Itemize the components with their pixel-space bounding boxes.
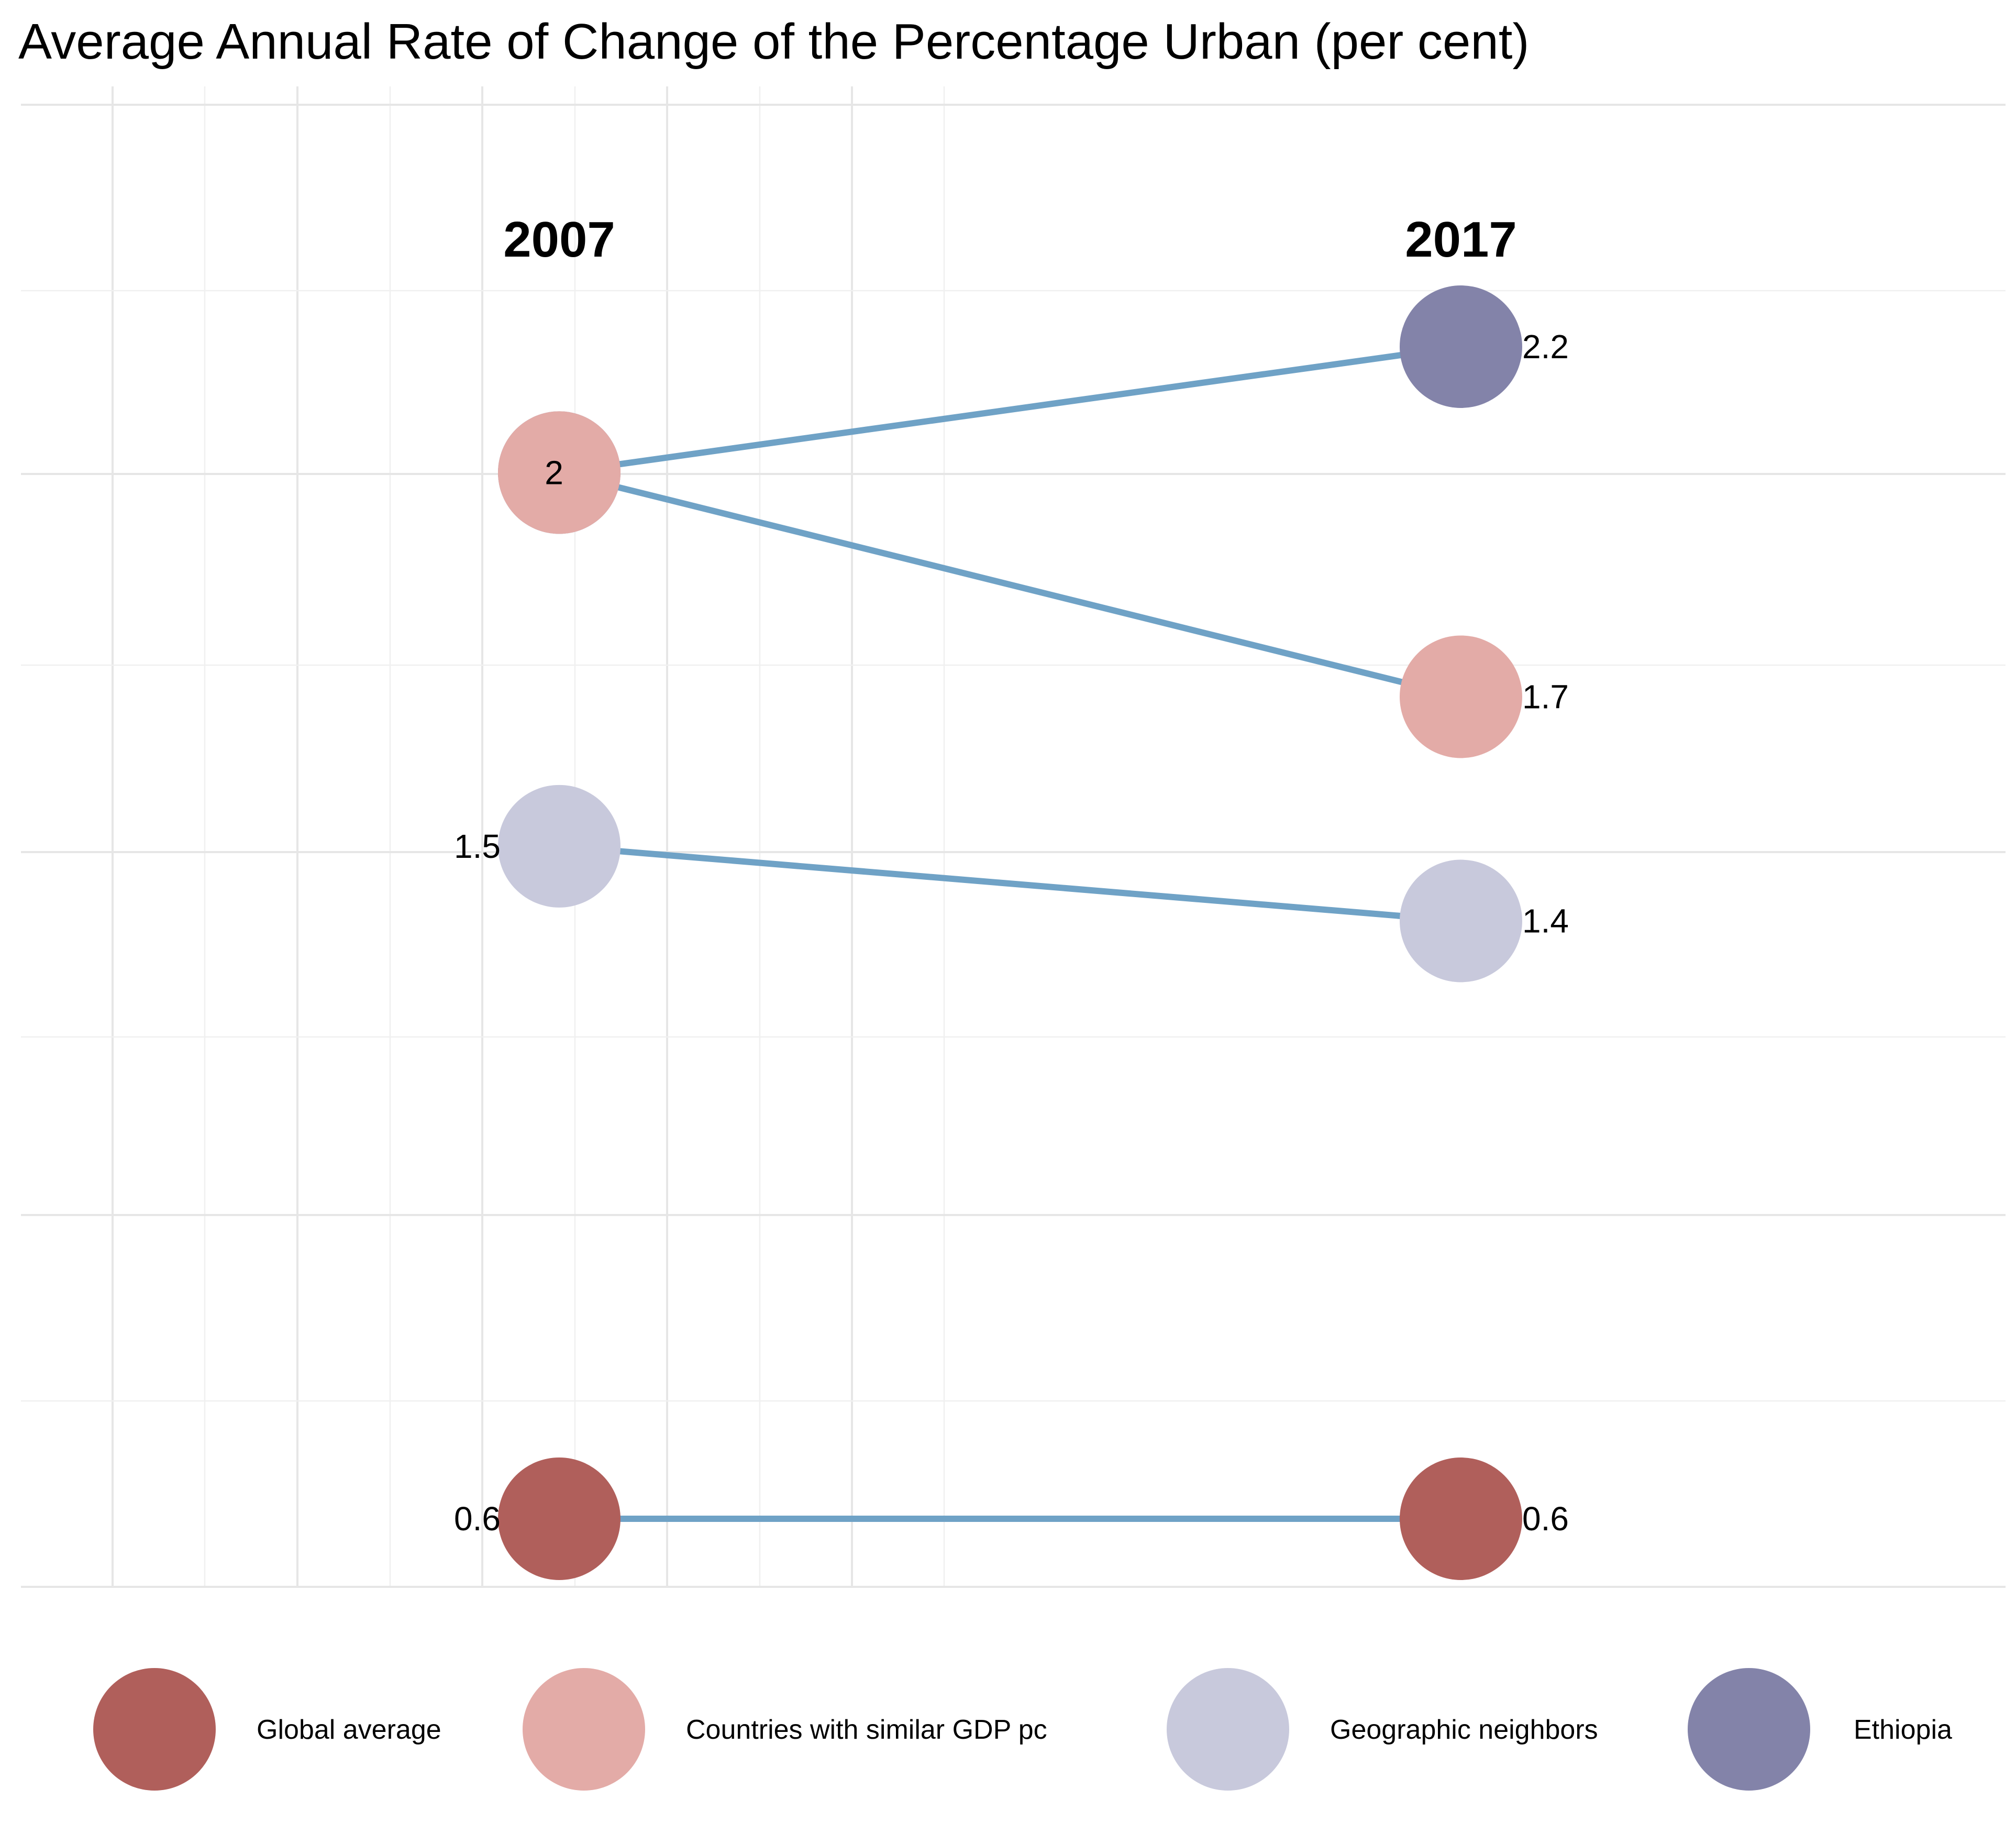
data-point [1400, 285, 1522, 408]
legend-label: Countries with similar GDP pc [686, 1715, 1047, 1745]
data-point [498, 1457, 621, 1580]
data-label: 0.6 [1522, 1500, 1569, 1538]
data-label: 1.4 [1522, 902, 1569, 940]
data-points [498, 285, 1522, 1580]
value-labels: 0.6 0.621.71.51.422.2 [454, 328, 1569, 1538]
data-point [498, 785, 621, 908]
grid [21, 86, 2006, 1588]
data-label: 2 [545, 454, 563, 491]
year-label-2007: 2007 [503, 212, 615, 268]
chart-title: Average Annual Rate of Change of the Per… [18, 14, 1529, 70]
legend-swatch [1688, 1668, 1810, 1791]
legend-label: Geographic neighbors [1330, 1715, 1598, 1745]
data-point [1400, 859, 1522, 982]
slope-line [556, 469, 1464, 700]
slope-lines [556, 344, 1464, 1522]
legend-label: Ethiopia [1854, 1715, 1952, 1745]
data-point [498, 411, 621, 534]
legend-label: Global average [257, 1715, 441, 1745]
year-labels: 2007 2017 [503, 212, 1517, 268]
legend-swatch [93, 1668, 216, 1791]
legend-swatch [523, 1668, 645, 1791]
data-label: 1.5 [454, 827, 501, 865]
data-point [1400, 635, 1522, 758]
data-point [1400, 1457, 1522, 1580]
legend-swatch [1167, 1668, 1289, 1791]
data-label: 2.2 [1522, 328, 1569, 366]
data-label: 1.7 [1522, 678, 1569, 715]
slope-line [556, 843, 1464, 924]
year-label-2017: 2017 [1405, 212, 1517, 268]
data-label: 0.6 [454, 1500, 501, 1538]
slope-line [556, 344, 1464, 476]
data-label: 2 [545, 454, 563, 491]
legend: Global average Countries with similar GDP… [93, 1668, 1952, 1791]
